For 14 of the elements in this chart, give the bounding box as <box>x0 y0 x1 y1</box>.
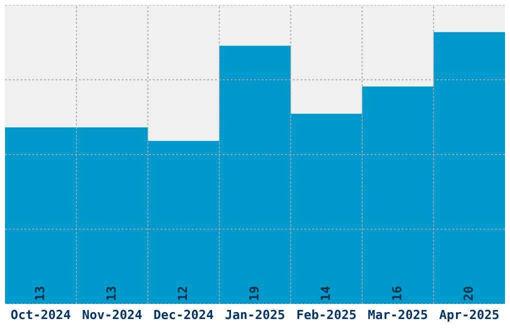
data-label: 13 <box>106 286 116 300</box>
data-label: 13 <box>34 286 44 300</box>
x-tick-label: Nov-2024 <box>82 310 142 320</box>
data-label: 12 <box>178 286 188 300</box>
x-tick-label: Oct-2024 <box>11 310 70 320</box>
data-label: 16 <box>392 286 402 300</box>
x-tick-label: Dec-2024 <box>154 310 214 320</box>
x-tick-label: Feb-2025 <box>297 310 356 320</box>
x-tick-label: Apr-2025 <box>439 310 499 322</box>
x-tick-label: Jan-2025 <box>226 310 284 320</box>
x-tick-label: Mar-2025 <box>368 310 428 320</box>
data-label: 20 <box>463 286 473 300</box>
data-label: 19 <box>249 286 259 300</box>
data-label: 14 <box>320 286 330 300</box>
